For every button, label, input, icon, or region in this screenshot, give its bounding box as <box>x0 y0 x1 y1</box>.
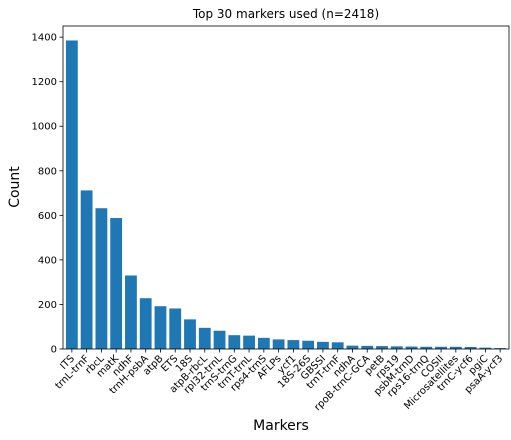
bar-27 <box>464 347 477 349</box>
bar-7 <box>169 308 182 349</box>
bar-19 <box>346 345 359 349</box>
bar-15 <box>287 340 300 349</box>
bar-10 <box>213 330 226 349</box>
x-axis-title: Markers <box>253 418 309 434</box>
y-tick-label: 0 <box>51 345 57 356</box>
bar-29 <box>494 348 507 349</box>
bar-16 <box>302 340 315 349</box>
bar-3 <box>110 218 123 349</box>
bar-5 <box>139 298 152 349</box>
y-tick-label: 600 <box>38 211 57 222</box>
bar-17 <box>317 341 329 349</box>
y-axis-title: Count <box>7 166 23 208</box>
y-tick-label: 1400 <box>32 33 57 44</box>
bar-28 <box>479 347 492 349</box>
bar-9 <box>198 327 211 349</box>
y-tick-label: 1200 <box>32 77 57 88</box>
plot-frame <box>63 26 509 349</box>
y-tick-label: 400 <box>38 255 57 266</box>
bars-group <box>65 40 507 349</box>
bar-22 <box>390 346 403 349</box>
bar-18 <box>331 342 344 349</box>
bar-24 <box>420 346 433 349</box>
bar-21 <box>376 346 388 349</box>
bar-23 <box>405 346 418 349</box>
bar-2 <box>95 208 108 349</box>
bar-1 <box>80 190 93 349</box>
bar-26 <box>449 346 462 349</box>
plot-border <box>62 25 510 350</box>
y-axis: 0 200 400 600 800 1000 1200 1400 <box>32 33 63 356</box>
bar-4 <box>125 275 137 349</box>
bar-6 <box>154 306 167 349</box>
bar-14 <box>272 339 285 349</box>
plot-area <box>63 26 509 349</box>
bar-13 <box>257 337 270 349</box>
y-tick-label: 200 <box>38 300 57 311</box>
x-axis: ITStrnL-trnFrbcLmatKndhFtrnH-psbAatpBETS… <box>53 349 505 413</box>
y-tick-label: 800 <box>38 166 57 177</box>
bar-25 <box>435 346 447 349</box>
bar-8 <box>184 319 196 349</box>
bar-12 <box>243 335 255 349</box>
bar-20 <box>361 345 374 349</box>
y-tick-label: 1000 <box>32 122 57 133</box>
chart-title: Top 30 markers used (n=2418) <box>192 7 379 21</box>
bar-11 <box>228 335 241 349</box>
bar-0 <box>65 40 78 349</box>
